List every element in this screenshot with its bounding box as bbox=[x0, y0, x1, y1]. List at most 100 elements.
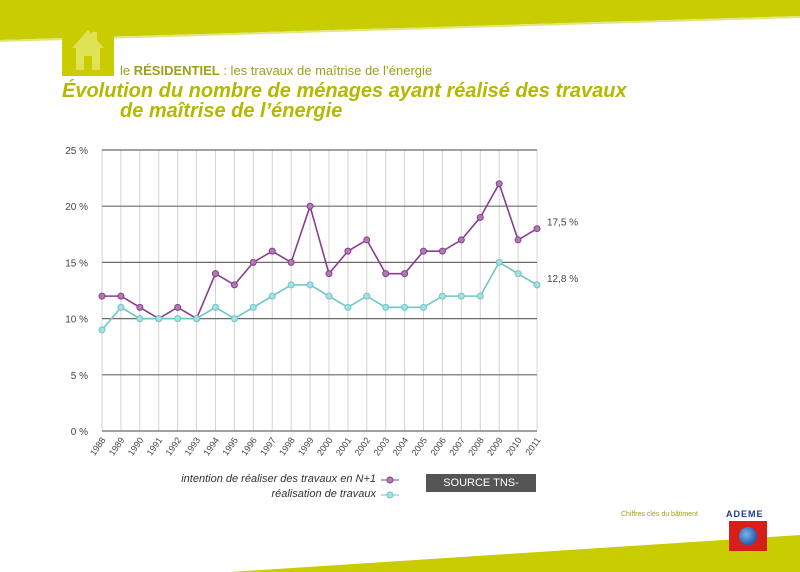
data-point-intention bbox=[98, 292, 106, 300]
chart-title-line2: de maîtrise de l’énergie bbox=[120, 100, 343, 122]
end-value-label-realisation: 12,8 % bbox=[547, 274, 578, 285]
data-point-realisation bbox=[230, 315, 238, 323]
bottom-green-band bbox=[230, 535, 800, 572]
source-badge: SOURCE TNS-SOFRES bbox=[426, 474, 536, 507]
data-point-realisation bbox=[344, 303, 352, 311]
x-tick-label: 2001 bbox=[334, 435, 354, 457]
data-point-realisation bbox=[514, 270, 522, 278]
data-point-intention bbox=[495, 180, 503, 188]
x-tick-label: 1992 bbox=[164, 435, 184, 457]
data-point-intention bbox=[136, 303, 144, 311]
data-point-intention bbox=[514, 236, 522, 244]
data-point-realisation bbox=[155, 315, 163, 323]
data-point-realisation bbox=[533, 281, 541, 289]
data-point-intention bbox=[382, 270, 390, 278]
top-band-highlight bbox=[0, 16, 800, 42]
data-point-realisation bbox=[457, 292, 465, 300]
x-tick-label: 1995 bbox=[220, 435, 240, 457]
x-tick-label: 2009 bbox=[485, 435, 505, 457]
y-tick-label: 25 % bbox=[65, 146, 88, 157]
data-point-realisation bbox=[136, 315, 144, 323]
data-point-realisation bbox=[98, 326, 106, 334]
ademe-logo bbox=[729, 521, 767, 551]
data-point-intention bbox=[230, 281, 238, 289]
data-point-intention bbox=[420, 247, 428, 255]
data-point-realisation bbox=[306, 281, 314, 289]
x-tick-label: 1996 bbox=[239, 435, 259, 457]
chart-title-line1: Évolution du nombre de ménages ayant réa… bbox=[62, 80, 627, 102]
x-tick-label: 2008 bbox=[466, 435, 486, 457]
x-tick-label: 2000 bbox=[315, 435, 335, 457]
y-tick-label: 20 % bbox=[65, 202, 88, 213]
data-point-realisation bbox=[476, 292, 484, 300]
data-point-intention bbox=[174, 303, 182, 311]
data-point-realisation bbox=[249, 303, 257, 311]
y-tick-label: 15 % bbox=[65, 258, 88, 269]
x-tick-label: 1999 bbox=[296, 435, 316, 457]
x-tick-label: 1989 bbox=[107, 435, 127, 457]
data-point-realisation bbox=[193, 315, 201, 323]
x-tick-label: 1990 bbox=[126, 435, 146, 457]
section-name: RÉSIDENTIEL bbox=[133, 63, 220, 78]
section-subtitle: : les travaux de maîtrise de l’énergie bbox=[219, 63, 433, 78]
top-green-band bbox=[0, 0, 800, 40]
data-point-intention bbox=[268, 247, 276, 255]
series-line-realisation bbox=[101, 261, 538, 331]
series-line-intention bbox=[102, 181, 538, 320]
data-point-intention bbox=[117, 292, 125, 300]
x-tick-label: 1991 bbox=[145, 435, 165, 457]
legend-markers bbox=[381, 476, 399, 499]
data-point-intention bbox=[249, 258, 257, 266]
section-prefix: le bbox=[120, 63, 131, 78]
x-tick-label: 1988 bbox=[88, 435, 108, 457]
data-point-realisation bbox=[401, 303, 409, 311]
house-logo-icon bbox=[62, 18, 114, 76]
legend-label-intention: intention de réaliser des travaux en N+1 bbox=[181, 473, 376, 485]
x-tick-label: 2004 bbox=[391, 435, 411, 457]
legend-marker-intention bbox=[386, 476, 394, 484]
data-point-realisation bbox=[495, 258, 503, 266]
ademe-brand: ADEME bbox=[726, 509, 764, 519]
x-tick-label: 2007 bbox=[447, 435, 467, 457]
y-tick-label: 0 % bbox=[71, 427, 88, 438]
data-point-intention bbox=[306, 202, 314, 210]
data-point-realisation bbox=[268, 292, 276, 300]
y-tick-label: 5 % bbox=[71, 371, 88, 382]
x-tick-label: 2011 bbox=[523, 435, 542, 457]
data-point-realisation bbox=[211, 303, 219, 311]
data-point-realisation bbox=[363, 292, 371, 300]
section-heading: le RÉSIDENTIEL : les travaux de maîtrise… bbox=[120, 63, 432, 78]
data-point-realisation bbox=[117, 303, 125, 311]
data-point-intention bbox=[438, 247, 446, 255]
data-point-intention bbox=[457, 236, 465, 244]
footer-caption: Chiffres clés du bâtiment bbox=[621, 511, 698, 518]
x-tick-label: 2003 bbox=[372, 435, 392, 457]
x-tick-label: 1994 bbox=[201, 435, 221, 457]
data-point-intention bbox=[401, 270, 409, 278]
data-point-realisation bbox=[174, 315, 182, 323]
data-point-realisation bbox=[438, 292, 446, 300]
data-point-intention bbox=[363, 236, 371, 244]
x-tick-label: 1997 bbox=[258, 435, 278, 457]
data-point-intention bbox=[533, 225, 541, 233]
legend-label-realisation: réalisation de travaux bbox=[271, 488, 376, 500]
data-point-realisation bbox=[382, 303, 390, 311]
data-point-realisation bbox=[325, 292, 333, 300]
x-tick-label: 2006 bbox=[428, 435, 448, 457]
data-point-intention bbox=[344, 247, 352, 255]
globe-icon bbox=[739, 527, 757, 545]
x-tick-label: 1998 bbox=[277, 435, 297, 457]
y-tick-label: 10 % bbox=[65, 315, 88, 326]
x-tick-label: 2010 bbox=[504, 435, 524, 457]
data-point-intention bbox=[476, 213, 484, 221]
data-point-realisation bbox=[287, 281, 295, 289]
end-value-label-intention: 17,5 % bbox=[547, 218, 578, 229]
x-tick-label: 2005 bbox=[409, 435, 429, 457]
data-point-intention bbox=[325, 270, 333, 278]
data-point-intention bbox=[211, 270, 219, 278]
data-point-realisation bbox=[420, 303, 428, 311]
legend-marker-realisation bbox=[386, 491, 394, 499]
x-tick-label: 1993 bbox=[183, 435, 203, 457]
